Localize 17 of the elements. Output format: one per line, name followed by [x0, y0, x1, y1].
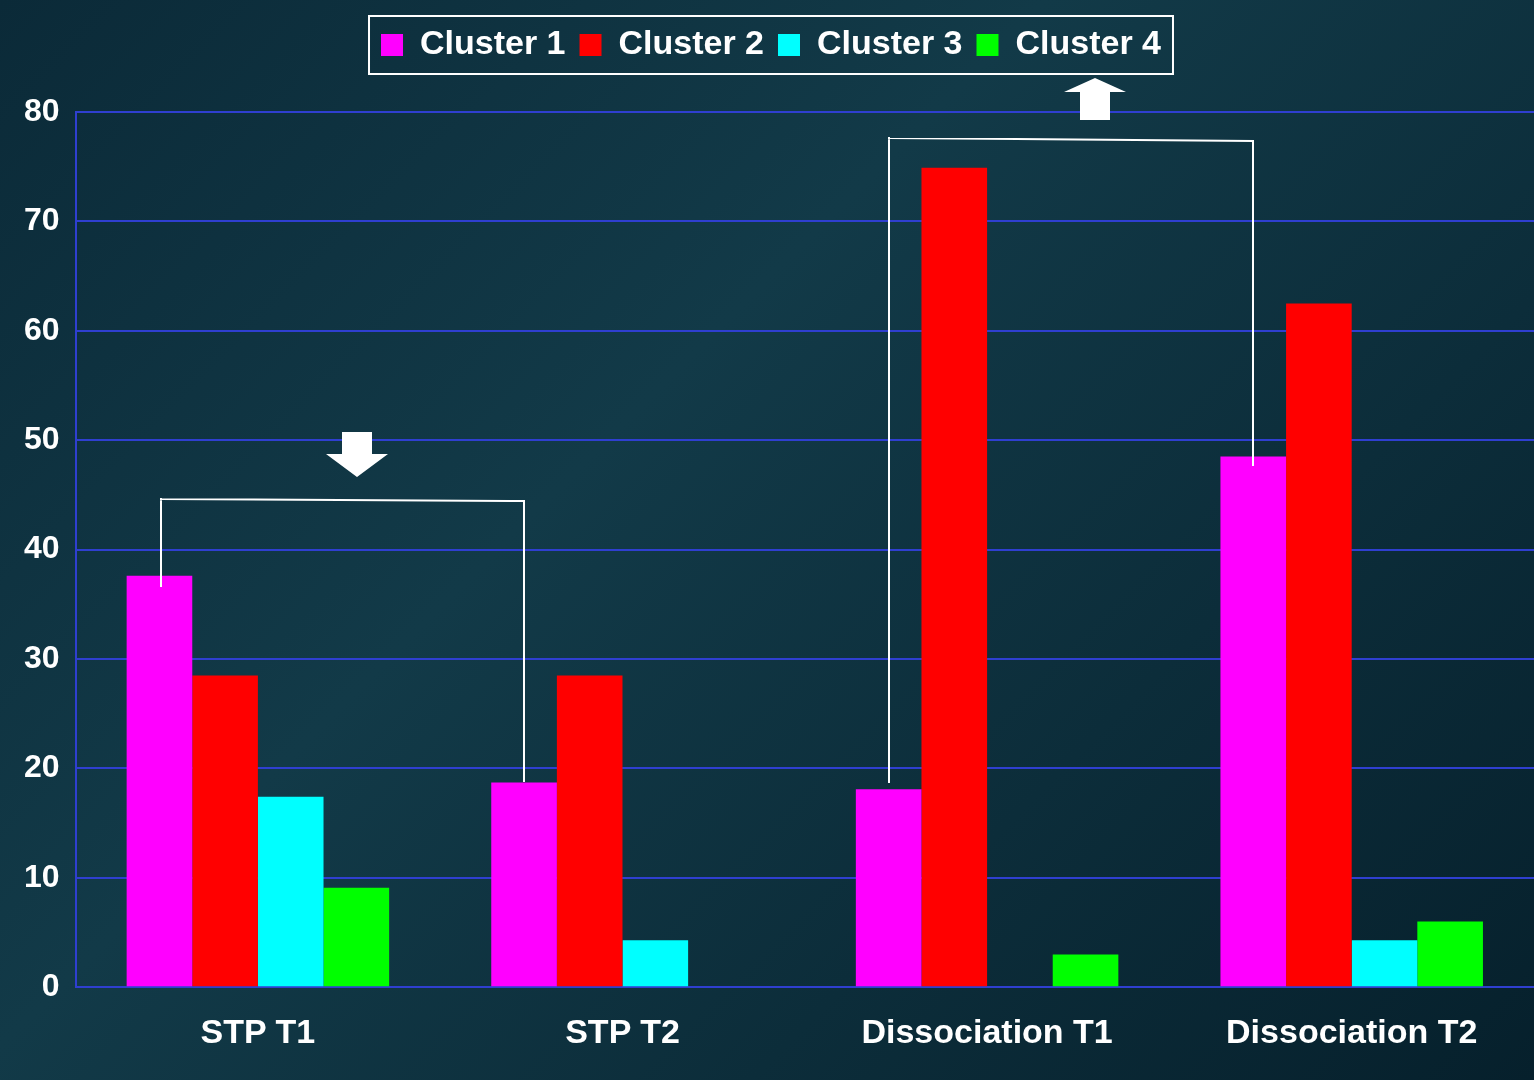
x-tick-label: STP T1	[200, 1011, 316, 1050]
y-tick-label: 50	[24, 420, 60, 457]
y-tick-label: 40	[24, 529, 60, 566]
y-tick-label: 70	[24, 201, 60, 238]
legend-label: Cluster 2	[618, 23, 764, 62]
legend-label: Cluster 1	[420, 23, 566, 62]
y-tick-label: 20	[24, 748, 60, 785]
x-tick-label: Dissociation T1	[861, 1011, 1113, 1050]
y-tick-label: 80	[24, 91, 60, 128]
y-tick-label: 10	[24, 857, 60, 894]
x-tick-label: STP T2	[565, 1011, 680, 1050]
x-tick-label: Dissociation T2	[1226, 1011, 1478, 1050]
legend-label: Cluster 4	[1015, 23, 1162, 62]
legend-label: Cluster 3	[817, 23, 963, 62]
y-tick-label: 0	[41, 967, 60, 1004]
y-tick-label: 60	[24, 310, 60, 347]
y-tick-label: 30	[24, 638, 60, 675]
